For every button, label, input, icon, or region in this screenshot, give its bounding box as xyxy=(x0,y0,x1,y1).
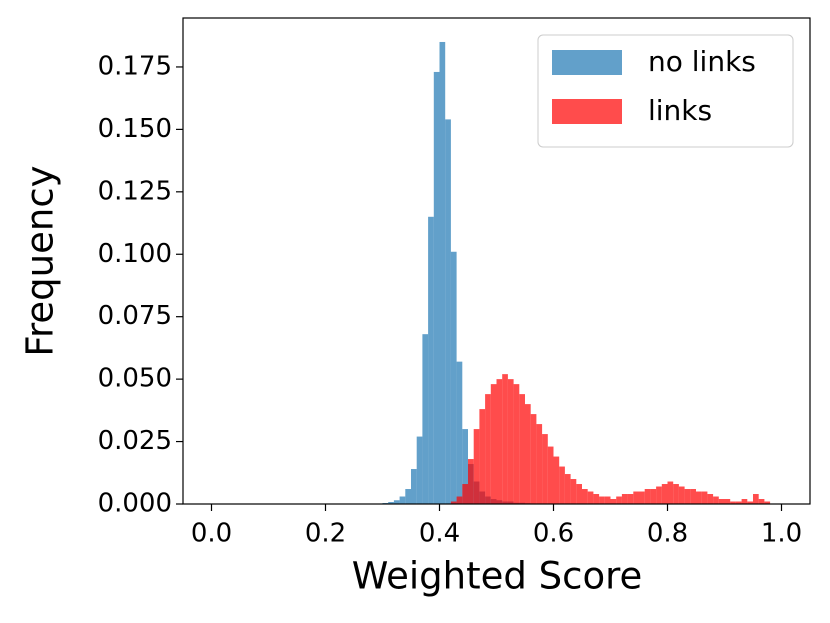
bar xyxy=(582,489,588,504)
bar xyxy=(644,489,651,504)
bar xyxy=(450,251,457,504)
bar xyxy=(713,496,719,504)
plot-frame xyxy=(182,17,811,505)
bar xyxy=(673,484,679,504)
bar xyxy=(502,374,508,504)
bar xyxy=(462,429,468,504)
bar xyxy=(764,501,771,504)
bar xyxy=(450,501,457,504)
y-tick-label: 0.050 xyxy=(98,364,172,394)
bar xyxy=(490,384,497,504)
bar xyxy=(496,379,503,504)
bar xyxy=(741,499,748,504)
bar xyxy=(758,499,765,504)
y-tick-label: 0.075 xyxy=(98,301,172,331)
bar xyxy=(525,404,531,504)
bar xyxy=(610,499,617,504)
bar xyxy=(599,496,605,504)
legend-label: no links xyxy=(648,45,756,78)
x-tick-label: 0.4 xyxy=(419,519,460,549)
legend-swatch xyxy=(552,50,622,75)
bar xyxy=(678,486,685,504)
y-tick-label: 0.175 xyxy=(98,51,172,81)
bar xyxy=(468,459,474,504)
bar xyxy=(639,491,645,504)
bar xyxy=(650,489,657,504)
x-tick-label: 1.0 xyxy=(761,519,802,549)
bar xyxy=(604,496,611,504)
bar xyxy=(416,436,423,504)
bar xyxy=(559,466,565,504)
bar xyxy=(753,494,759,504)
bar xyxy=(547,446,554,504)
bar xyxy=(456,361,463,504)
bar xyxy=(405,489,411,504)
bar xyxy=(530,414,537,504)
bar xyxy=(553,456,560,504)
y-tick-label: 0.000 xyxy=(98,489,172,519)
bar xyxy=(667,481,674,504)
bar xyxy=(388,502,394,504)
bar xyxy=(616,496,622,504)
x-tick-label: 0.8 xyxy=(647,519,688,549)
bar xyxy=(564,474,571,504)
bar xyxy=(696,491,702,504)
bar xyxy=(536,424,543,504)
bar xyxy=(542,434,548,504)
bar xyxy=(507,379,514,504)
bar xyxy=(439,41,446,504)
bar xyxy=(473,429,480,504)
bar xyxy=(621,494,628,504)
bar xyxy=(462,484,468,504)
bar xyxy=(707,494,714,504)
bar xyxy=(633,491,639,504)
bar xyxy=(661,484,668,504)
bar xyxy=(428,216,434,504)
bar xyxy=(684,489,691,504)
y-tick-label: 0.125 xyxy=(98,176,172,206)
bar xyxy=(656,486,662,504)
x-tick-label: 0.6 xyxy=(533,519,574,549)
bar xyxy=(576,484,582,504)
bar xyxy=(747,501,753,504)
bar xyxy=(456,496,463,504)
legend-swatch xyxy=(552,99,622,124)
legend-label: links xyxy=(648,94,712,127)
x-tick-label: 0.0 xyxy=(191,519,232,549)
x-axis-label: Weighted Score xyxy=(352,555,643,598)
y-tick-label: 0.150 xyxy=(98,114,172,144)
bar xyxy=(485,394,491,504)
bar xyxy=(724,499,731,504)
y-axis-label: Frequency xyxy=(19,165,62,356)
bar xyxy=(513,384,520,504)
bar xyxy=(519,394,525,504)
bar xyxy=(433,71,440,504)
bar xyxy=(587,491,594,504)
bar xyxy=(690,489,696,504)
bar xyxy=(570,479,577,504)
legend: no links links xyxy=(537,34,794,148)
bar xyxy=(393,500,400,504)
x-tick-label: 0.2 xyxy=(305,519,346,549)
bar xyxy=(735,501,742,504)
y-tick-label: 0.100 xyxy=(98,239,172,269)
bar xyxy=(593,494,600,504)
bar xyxy=(701,491,708,504)
bar xyxy=(445,119,451,504)
bar xyxy=(479,409,486,504)
bar xyxy=(399,496,406,504)
bar xyxy=(422,334,429,504)
bar xyxy=(627,494,634,504)
y-tick-label: 0.025 xyxy=(98,426,172,456)
bar xyxy=(411,469,417,504)
bar xyxy=(718,499,725,504)
bar xyxy=(730,501,736,504)
